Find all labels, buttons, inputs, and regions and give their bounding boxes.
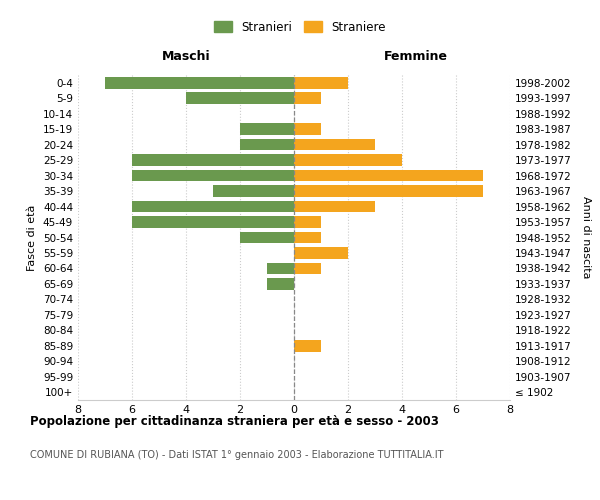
Bar <box>240 232 294 243</box>
Bar <box>294 92 321 104</box>
Legend: Stranieri, Straniere: Stranieri, Straniere <box>209 16 391 38</box>
Bar <box>294 186 483 197</box>
Text: Maschi: Maschi <box>161 50 211 62</box>
Bar <box>294 340 321 351</box>
Bar <box>132 170 294 181</box>
Bar <box>213 186 294 197</box>
Bar <box>105 77 294 88</box>
Bar <box>294 247 348 259</box>
Bar <box>240 139 294 150</box>
Bar <box>240 124 294 135</box>
Text: Popolazione per cittadinanza straniera per età e sesso - 2003: Popolazione per cittadinanza straniera p… <box>30 415 439 428</box>
Text: Femmine: Femmine <box>383 50 448 62</box>
Bar <box>267 262 294 274</box>
Bar <box>294 200 375 212</box>
Text: COMUNE DI RUBIANA (TO) - Dati ISTAT 1° gennaio 2003 - Elaborazione TUTTITALIA.IT: COMUNE DI RUBIANA (TO) - Dati ISTAT 1° g… <box>30 450 443 460</box>
Bar <box>294 170 483 181</box>
Bar <box>132 216 294 228</box>
Bar <box>294 77 348 88</box>
Bar <box>267 278 294 289</box>
Bar <box>294 124 321 135</box>
Y-axis label: Anni di nascita: Anni di nascita <box>581 196 591 279</box>
Bar <box>132 154 294 166</box>
Bar <box>294 139 375 150</box>
Bar <box>132 200 294 212</box>
Bar <box>294 232 321 243</box>
Bar <box>294 216 321 228</box>
Bar <box>294 154 402 166</box>
Bar <box>294 262 321 274</box>
Bar <box>186 92 294 104</box>
Y-axis label: Fasce di età: Fasce di età <box>28 204 37 270</box>
